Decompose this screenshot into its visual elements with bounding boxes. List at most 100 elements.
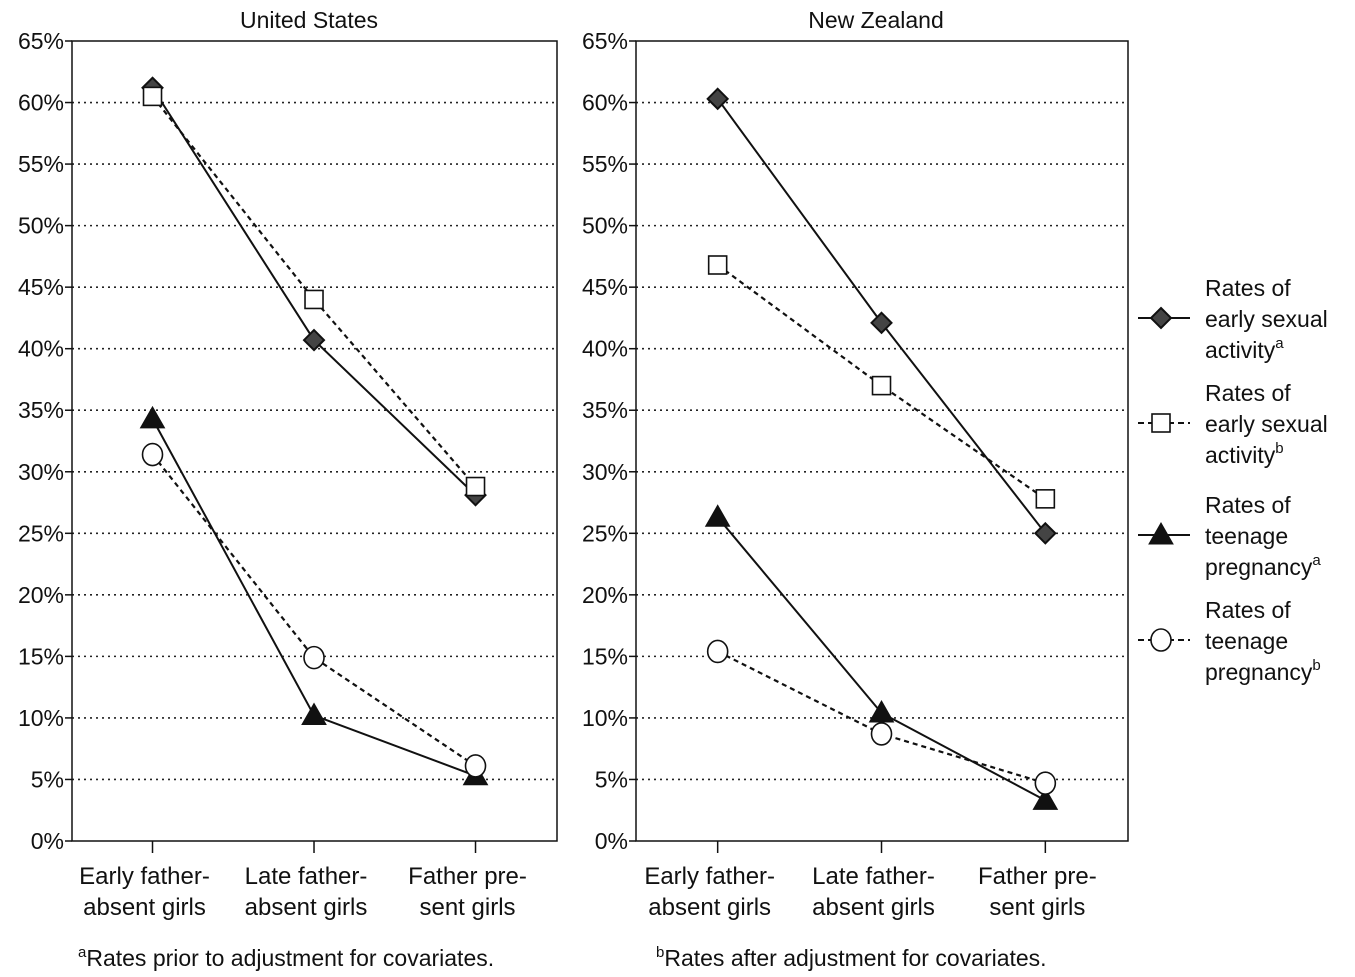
legend-label: early sexual bbox=[1205, 411, 1328, 437]
panel-new-zealand: 0% 5% 10% 15% 20% 25% 30% 35% 40% 45% 50% 55% 60% 65%… bbox=[582, 7, 1129, 971]
legend-label-line: early sexual bbox=[1205, 411, 1328, 437]
legend-footnote-marker: b bbox=[1312, 657, 1320, 674]
y-tick-label: 30% bbox=[18, 459, 64, 485]
legend-label-line: pregnancy bbox=[1205, 659, 1313, 685]
category-label: absent girls bbox=[812, 894, 935, 921]
legend-entry: Rates of teenage pregnancya bbox=[1138, 492, 1321, 580]
y-tick-label: 65% bbox=[582, 28, 628, 54]
footnote: aRates prior to adjustment for covariate… bbox=[78, 944, 494, 971]
category-label: absent girls bbox=[648, 894, 771, 921]
y-tick-label: 65% bbox=[18, 28, 64, 54]
series-line bbox=[716, 516, 1046, 802]
legend-square-marker bbox=[1151, 413, 1171, 433]
triangle-marker bbox=[301, 702, 327, 725]
legend-label: activityb bbox=[1205, 440, 1284, 468]
series-line bbox=[151, 453, 477, 767]
legend-label-line: pregnancy bbox=[1205, 554, 1313, 580]
category-label: absent girls bbox=[83, 894, 206, 921]
category-label: Early father- bbox=[79, 863, 210, 890]
diamond-marker bbox=[1033, 521, 1057, 545]
legend-label-line: Rates of bbox=[1205, 380, 1291, 406]
y-tick-label: 25% bbox=[582, 520, 628, 546]
y-tick-label: 50% bbox=[18, 213, 64, 239]
diamond-marker bbox=[302, 328, 326, 352]
y-tick-label: 55% bbox=[18, 151, 64, 177]
y-tick-label: 60% bbox=[18, 90, 64, 116]
circle-marker bbox=[464, 754, 487, 778]
y-tick-label: 45% bbox=[582, 274, 628, 300]
y-tick-label: 35% bbox=[582, 397, 628, 423]
y-tick-label: 0% bbox=[31, 828, 64, 854]
legend-label: Rates of bbox=[1205, 275, 1291, 301]
legend-entry: Rates of early sexual activitya bbox=[1138, 275, 1328, 363]
y-tick-label: 40% bbox=[582, 336, 628, 362]
footnote-text: Rates prior to adjustment for covariates… bbox=[86, 945, 494, 971]
footnote-marker: a bbox=[78, 944, 87, 961]
y-tick-label: 20% bbox=[582, 582, 628, 608]
square-marker bbox=[465, 476, 486, 497]
legend-label: Rates of bbox=[1205, 597, 1291, 623]
circle-marker bbox=[870, 722, 893, 746]
diamond-marker bbox=[706, 87, 730, 111]
series-circle-open bbox=[141, 442, 487, 778]
legend-label: pregnancya bbox=[1205, 552, 1321, 580]
legend-label-line: Rates of bbox=[1205, 597, 1291, 623]
legend-label-line: early sexual bbox=[1205, 306, 1328, 332]
chart-title: United States bbox=[240, 7, 378, 33]
y-tick-label: 30% bbox=[582, 459, 628, 485]
legend-circle-marker bbox=[1150, 628, 1172, 652]
y-tick-label: 25% bbox=[18, 520, 64, 546]
legend-label: Rates of bbox=[1205, 380, 1291, 406]
series-circle-open bbox=[706, 639, 1057, 795]
circle-marker bbox=[303, 645, 325, 670]
series-diamond-filled bbox=[706, 87, 1057, 545]
circle-marker bbox=[1034, 771, 1057, 795]
legend-diamond-marker bbox=[1149, 306, 1173, 330]
legend-label-line: Rates of bbox=[1205, 492, 1291, 518]
legend-label: Rates of bbox=[1205, 492, 1291, 518]
series-line bbox=[717, 264, 1046, 500]
legend-triangle-marker bbox=[1148, 521, 1174, 545]
square-marker bbox=[707, 255, 728, 275]
category-label: Late father- bbox=[812, 863, 935, 890]
panel-united-states: 0% 5% 10% 15% 20% 25% 30% 35% 40% 45% 50% 55% 60% 65%… bbox=[18, 7, 558, 971]
legend-label: early sexual bbox=[1205, 306, 1328, 332]
y-tick-label: 50% bbox=[582, 213, 628, 239]
circle-marker bbox=[706, 639, 729, 664]
square-marker bbox=[304, 289, 324, 310]
series-triangle-filled bbox=[704, 504, 1059, 810]
category-label: Early father- bbox=[644, 863, 775, 890]
chart-title: New Zealand bbox=[808, 7, 944, 33]
category-label: sent girls bbox=[989, 894, 1085, 921]
y-tick-label: 15% bbox=[582, 643, 628, 669]
legend-label-line: teenage bbox=[1205, 628, 1288, 654]
legend-footnote-marker: a bbox=[1275, 335, 1284, 352]
series-square-open bbox=[142, 86, 486, 497]
square-marker bbox=[871, 375, 892, 396]
y-tick-label: 10% bbox=[18, 705, 64, 731]
triangle-marker bbox=[704, 504, 731, 527]
legend-entry: Rates of teenage pregnancyb bbox=[1138, 597, 1321, 685]
legend-entry: Rates of early sexual activityb bbox=[1138, 380, 1328, 468]
footnote-text: Rates after adjustment for covariates. bbox=[664, 945, 1046, 971]
y-tick-label: 55% bbox=[582, 151, 628, 177]
series-triangle-filled bbox=[139, 405, 489, 786]
y-tick-label: 35% bbox=[18, 397, 64, 423]
footnote-marker: b bbox=[656, 944, 664, 961]
y-tick-label: 0% bbox=[595, 828, 628, 854]
category-label: absent girls bbox=[245, 894, 368, 921]
y-tick-label: 40% bbox=[18, 336, 64, 362]
square-marker bbox=[142, 86, 163, 107]
category-label: Late father- bbox=[245, 863, 368, 890]
y-tick-label: 5% bbox=[595, 766, 628, 792]
footnote: bRates after adjustment for covariates. bbox=[656, 944, 1047, 971]
y-tick-label: 45% bbox=[18, 274, 64, 300]
square-marker bbox=[1035, 489, 1056, 509]
legend-footnote-marker: a bbox=[1312, 552, 1321, 569]
legend-label-line: activity bbox=[1205, 442, 1276, 468]
legend-label-line: activity bbox=[1205, 337, 1276, 363]
legend-label: pregnancyb bbox=[1205, 657, 1321, 685]
legend-footnote-marker: b bbox=[1275, 440, 1283, 457]
